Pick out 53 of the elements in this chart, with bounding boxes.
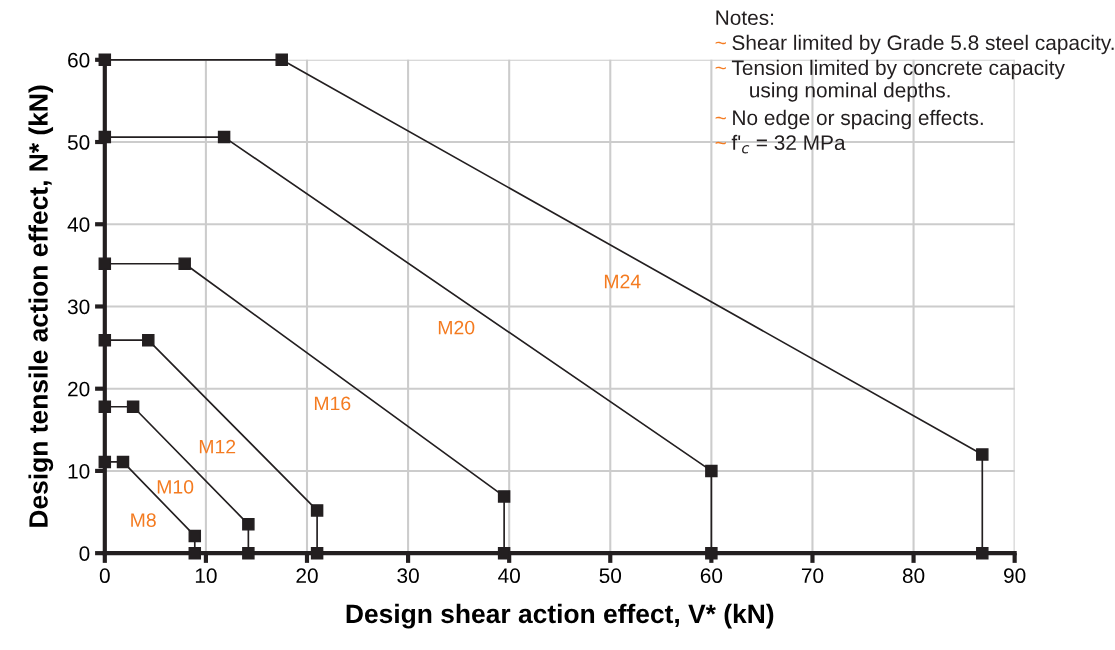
point — [497, 546, 511, 560]
y-tick-label: 20 — [68, 381, 90, 397]
x-tick-label: 30 — [397, 568, 419, 584]
annotation: ~ No edge or spacing effects. — [715, 109, 983, 130]
y-tick-label: 40 — [67, 217, 90, 232]
y-tick-label: 50 — [67, 135, 90, 150]
point — [705, 464, 718, 478]
y-tick-label: 60 — [68, 52, 90, 68]
x-axis-title: Design shear action effect, V* (kN) — [346, 603, 774, 629]
x-tick-label: 90 — [1004, 568, 1026, 584]
y-tick-label: 10 — [68, 463, 90, 479]
y-tick-label: 30 — [67, 299, 90, 315]
x-tick-label: 10 — [195, 568, 217, 584]
y-tick-label: 0 — [79, 546, 90, 561]
point — [98, 130, 112, 144]
text: ~ Shear limited by Grade 5.8 steel capacity. — [715, 34, 1114, 55]
point — [497, 490, 511, 503]
point — [126, 400, 140, 414]
point — [188, 546, 202, 560]
x-tick-label: 20 — [296, 568, 318, 584]
point — [142, 333, 155, 347]
x-tick-label: 0 — [99, 568, 110, 584]
point — [310, 546, 324, 560]
text: Notes: — [716, 10, 774, 26]
point — [705, 546, 718, 560]
x-tick-label: 40 — [498, 568, 520, 584]
series-label: M20 — [438, 320, 475, 335]
point — [116, 455, 130, 469]
point — [98, 257, 112, 270]
point — [242, 518, 255, 531]
point — [98, 333, 112, 347]
x-tick-label: 60 — [700, 568, 723, 584]
point — [976, 448, 989, 461]
point — [310, 504, 324, 517]
point — [188, 529, 202, 543]
annotation: ~ Tension limited by concrete capacity using nominal depths. — [715, 59, 1065, 102]
point — [976, 546, 989, 560]
point — [217, 130, 231, 144]
series-label: M16 — [314, 396, 351, 411]
series-label: M24 — [604, 274, 641, 289]
point — [178, 257, 191, 270]
series-label: M8 — [131, 513, 156, 527]
x-tick-label: 50 — [599, 568, 622, 584]
series-label: M10 — [157, 480, 194, 494]
series-label: M12 — [199, 439, 236, 454]
x-tick-label: 80 — [902, 568, 925, 584]
point — [275, 53, 288, 67]
x-tick-label: 70 — [801, 568, 824, 584]
annotation: ~ f'$_{c}$ = 32 MPa — [715, 134, 846, 154]
point — [98, 400, 112, 414]
y-axis-title: Design tensile action effect, N* (kN) — [28, 85, 54, 527]
point — [242, 546, 255, 560]
point — [98, 455, 112, 469]
